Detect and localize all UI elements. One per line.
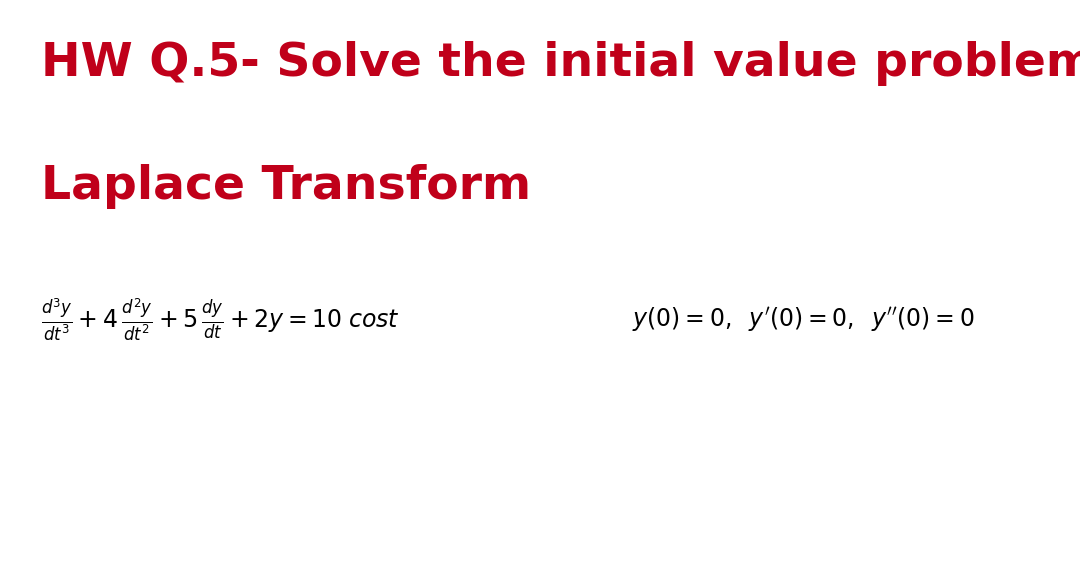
Text: $\frac{d^3y}{dt^3} + 4\,\frac{d^2y}{dt^2} + 5\,\frac{dy}{dt} + 2y = 10\;cost$: $\frac{d^3y}{dt^3} + 4\,\frac{d^2y}{dt^2… <box>41 296 400 343</box>
Text: Laplace Transform: Laplace Transform <box>41 164 531 209</box>
Text: HW Q.5- Solve the initial value problem using: HW Q.5- Solve the initial value problem … <box>41 41 1080 86</box>
Text: $y(0) = 0,\;\; y'(0) = 0,\;\; y''(0) = 0$: $y(0) = 0,\;\; y'(0) = 0,\;\; y''(0) = 0… <box>632 305 974 333</box>
